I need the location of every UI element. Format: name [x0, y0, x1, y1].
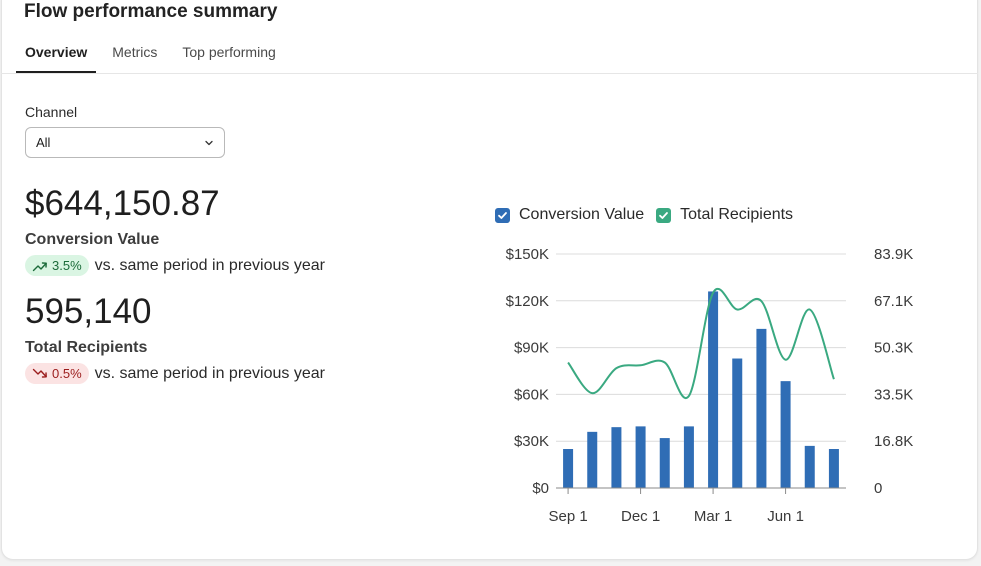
- change-value: 0.5%: [52, 366, 82, 381]
- legend-conversion-value[interactable]: Conversion Value: [495, 206, 644, 224]
- y-left-tick-label: $150K: [506, 246, 549, 263]
- trend-up-icon: [32, 261, 47, 271]
- change-badge-down: 0.5%: [25, 363, 89, 384]
- x-tick-label: Sep 1: [548, 508, 587, 525]
- bar[interactable]: [611, 427, 622, 488]
- checkbox-checked-icon[interactable]: [656, 207, 672, 223]
- total-recipients-comparison: 0.5% vs. same period in previous year: [25, 363, 325, 384]
- bar[interactable]: [563, 449, 574, 488]
- bar[interactable]: [804, 445, 815, 488]
- y-left-tick-label: $0: [532, 480, 549, 497]
- conversion-value-comparison: 3.5% vs. same period in previous year: [25, 255, 325, 276]
- comparison-text: vs. same period in previous year: [94, 364, 325, 382]
- y-left-tick-label: $60K: [514, 386, 549, 403]
- checkbox-checked-icon[interactable]: [495, 207, 510, 223]
- x-tick-label: Mar 1: [694, 508, 732, 525]
- total-recipients-label: Total Recipients: [25, 339, 148, 356]
- bar[interactable]: [828, 449, 839, 488]
- tabs-divider: [1, 73, 978, 74]
- bar[interactable]: [756, 328, 767, 488]
- x-tick-label: Jun 1: [767, 508, 804, 525]
- change-badge-up: 3.5%: [25, 255, 89, 276]
- conversion-value-label: Conversion Value: [25, 231, 160, 248]
- tab-overview[interactable]: Overview: [16, 40, 97, 73]
- bar[interactable]: [587, 431, 598, 488]
- chevron-down-icon: [205, 140, 213, 145]
- legend-label: Total Recipients: [680, 206, 794, 223]
- y-right-tick-label: 16.8K: [874, 433, 913, 450]
- change-value: 3.5%: [52, 258, 82, 273]
- x-tick-label: Dec 1: [621, 508, 660, 525]
- y-left-tick-label: $120K: [506, 293, 549, 310]
- bar[interactable]: [780, 381, 791, 488]
- y-right-tick-label: 0: [874, 480, 882, 497]
- y-right-tick-label: 50.3K: [874, 340, 913, 357]
- y-right-tick-label: 33.5K: [874, 386, 913, 403]
- legend-total-recipients[interactable]: Total Recipients: [656, 206, 793, 224]
- tab-top-performing[interactable]: Top performing: [182, 44, 276, 60]
- legend-label: Conversion Value: [519, 206, 645, 223]
- bar[interactable]: [732, 358, 743, 488]
- channel-label: Channel: [25, 104, 78, 120]
- total-recipients-count: 595,140: [25, 292, 152, 331]
- bar[interactable]: [708, 291, 719, 488]
- channel-select-value: All: [36, 135, 51, 150]
- trend-down-icon: [32, 368, 47, 378]
- bar[interactable]: [635, 426, 646, 488]
- chart-legend: Conversion Value Total Recipients: [495, 206, 805, 224]
- bar[interactable]: [659, 438, 670, 488]
- channel-select[interactable]: All: [25, 127, 225, 158]
- y-right-tick-label: 83.9K: [874, 246, 913, 263]
- comparison-text: vs. same period in previous year: [94, 256, 325, 274]
- tab-metrics[interactable]: Metrics: [112, 44, 158, 60]
- y-left-tick-label: $90K: [514, 340, 549, 357]
- conversion-value-amount: $644,150.87: [25, 184, 220, 223]
- page-title: Flow performance summary: [24, 1, 278, 22]
- tab-bar: Overview Metrics Top performing: [16, 40, 292, 73]
- series-line-total-recipients: [567, 288, 835, 400]
- y-right-tick-label: 67.1K: [874, 293, 913, 310]
- bar[interactable]: [683, 426, 694, 488]
- y-left-tick-label: $30K: [514, 433, 549, 450]
